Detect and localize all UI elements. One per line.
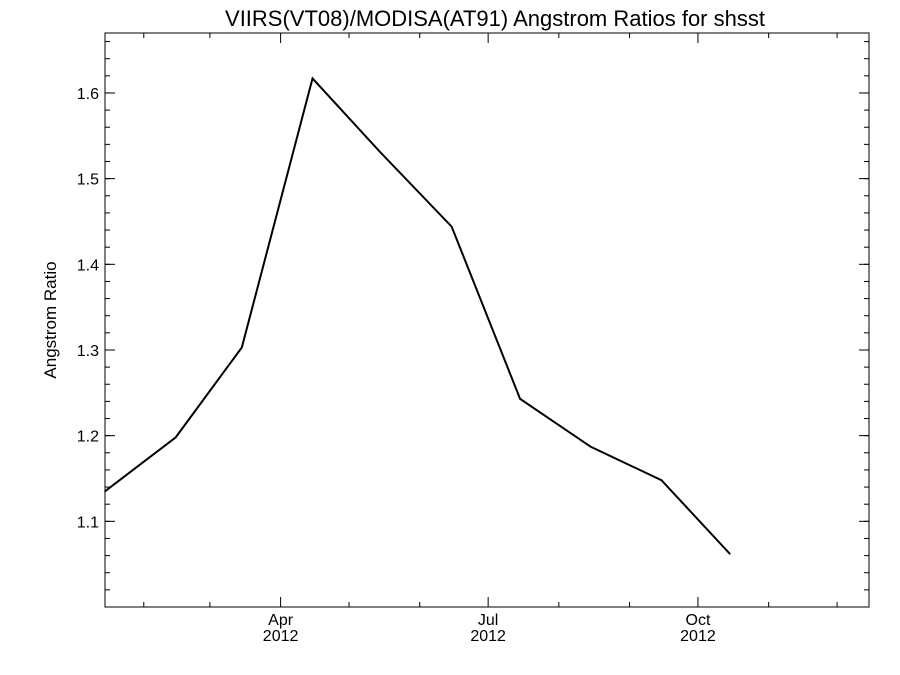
y-tick-label: 1.2	[77, 429, 99, 446]
plot-frame	[104, 32, 870, 608]
axis-ticks	[105, 33, 869, 608]
x-tick-label-year: 2012	[263, 628, 299, 645]
data-point	[311, 77, 314, 80]
data-point	[104, 490, 106, 493]
y-tick-label: 1.5	[77, 172, 99, 189]
y-tick-label: 1.6	[77, 86, 99, 103]
data-point	[660, 479, 663, 482]
x-tick-label-month: Apr	[268, 612, 294, 629]
x-tick-label-month: Oct	[686, 612, 711, 629]
data-point	[380, 152, 382, 154]
series-group	[104, 76, 731, 555]
data-point	[519, 398, 521, 400]
data-point	[589, 445, 592, 448]
y-axis-label: Angstrom Ratio	[41, 261, 60, 378]
series-line	[104, 76, 731, 555]
data-point	[241, 346, 243, 349]
y-tick-label: 1.4	[77, 257, 99, 274]
y-tick-label: 1.1	[77, 514, 99, 531]
chart-title: VIIRS(VT08)/MODISA(AT91) Angstrom Ratios…	[225, 6, 765, 31]
x-tick-label-month: Jul	[478, 612, 498, 629]
y-tick-label: 1.3	[77, 343, 99, 360]
data-point	[729, 553, 731, 555]
x-tick-label-year: 2012	[680, 628, 716, 645]
data-point	[450, 225, 453, 228]
x-tick-label-year: 2012	[470, 628, 506, 645]
data-point	[174, 436, 177, 439]
